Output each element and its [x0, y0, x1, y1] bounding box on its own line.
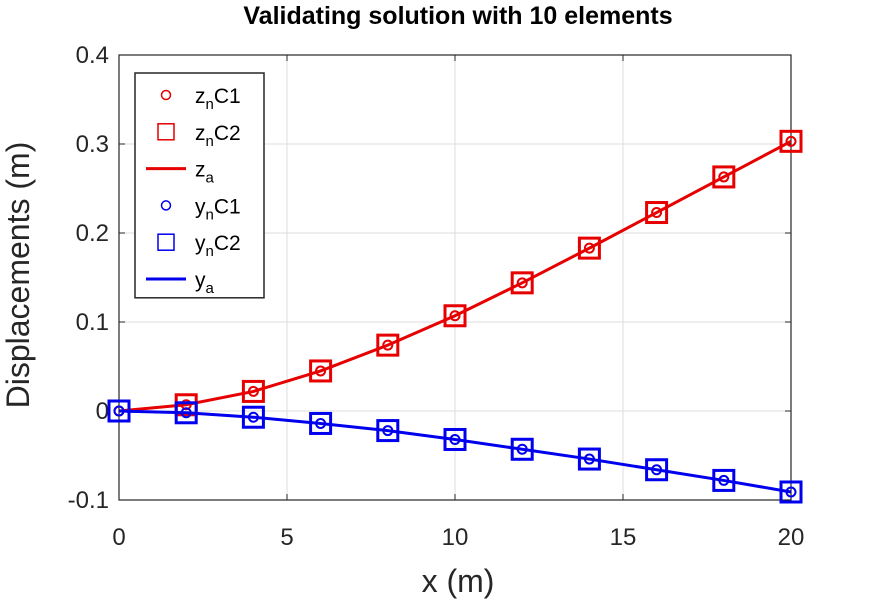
x-tick-label: 0: [112, 524, 125, 551]
data-point-square: [241, 379, 265, 403]
legend-label-main: y: [195, 195, 206, 218]
y-tick-label: 0.4: [76, 42, 109, 69]
x-tick-label: 15: [610, 524, 637, 551]
y-tick-label: 0.3: [76, 131, 109, 158]
data-point-square: [645, 458, 669, 482]
data-point-square: [712, 165, 736, 189]
axis-ticks: 0 5 10 15 20-0.100.10.20.30.4: [68, 42, 805, 551]
legend-label-subscript: n: [206, 96, 214, 113]
legend-circle-swatch: [160, 200, 172, 211]
legend-label-subscript: n: [206, 243, 214, 260]
data-point-square: [779, 129, 803, 153]
legend-label-subscript: a: [206, 170, 215, 187]
data-point-circle: [718, 171, 730, 183]
data-point-circle: [651, 207, 663, 219]
data-point-square: [577, 236, 601, 260]
legend-label-subscript: n: [206, 206, 214, 223]
legend-item: ynC2: [157, 232, 241, 260]
x-axis-label: x (m): [422, 563, 495, 599]
legend-label-tail: C2: [214, 232, 241, 255]
legend-label-tail: C2: [214, 122, 241, 145]
legend-item: ya: [146, 269, 215, 297]
legend-label-tail: C1: [214, 85, 241, 108]
legend-label: znC2: [195, 122, 241, 150]
data-point-square: [510, 271, 534, 295]
series-line: [118, 409, 792, 494]
data-point-square: [645, 201, 669, 225]
y-tick-label: 0: [96, 398, 109, 425]
x-tick-label: 10: [442, 524, 469, 551]
legend-label-subscript: n: [206, 133, 214, 150]
x-tick-label: 5: [280, 524, 293, 551]
legend-label: za: [195, 159, 215, 187]
legend-item: znC1: [160, 85, 241, 113]
legend-square-swatch: [157, 233, 175, 251]
legend-label-main: y: [195, 232, 206, 255]
legend-label-main: z: [195, 122, 206, 145]
data-point-square: [309, 359, 333, 383]
legend-circle-swatch: [160, 89, 172, 101]
legend-item: ynC1: [160, 195, 241, 223]
data-point-square: [712, 468, 736, 492]
legend-item: za: [146, 159, 215, 187]
data-point-circle: [449, 310, 461, 322]
data-point-circle: [516, 277, 528, 289]
data-point-square: [443, 304, 467, 328]
legend-label-subscript: a: [206, 280, 215, 297]
series-layer: [107, 129, 803, 504]
y-tick-label: -0.1: [68, 487, 109, 514]
legend-label: ynC2: [195, 232, 241, 260]
legend-label-main: y: [195, 269, 206, 292]
legend-label: ynC1: [195, 195, 241, 223]
series-z-a: [118, 140, 792, 413]
series-y-a: [118, 409, 792, 494]
data-point-circle: [785, 135, 797, 147]
y-axis-label: Displacements (m): [0, 142, 36, 409]
series-line: [118, 140, 792, 413]
y-tick-label: 0.1: [76, 309, 109, 336]
data-point-circle: [382, 339, 394, 351]
legend-item: znC2: [157, 122, 241, 150]
data-point-square: [779, 480, 803, 504]
legend-square-swatch: [157, 123, 175, 141]
chart-title: Validating solution with 10 elements: [243, 2, 672, 30]
legend-label: znC1: [195, 85, 241, 113]
legend-label-tail: C1: [214, 195, 241, 218]
legend-box: [134, 72, 265, 299]
legend-label-main: z: [195, 159, 206, 182]
legend-label: ya: [195, 269, 215, 297]
x-tick-label: 20: [778, 524, 805, 551]
data-point-square: [376, 333, 400, 357]
data-point-circle: [583, 242, 595, 254]
y-tick-label: 0.2: [76, 220, 109, 247]
legend-label-main: z: [195, 85, 206, 108]
